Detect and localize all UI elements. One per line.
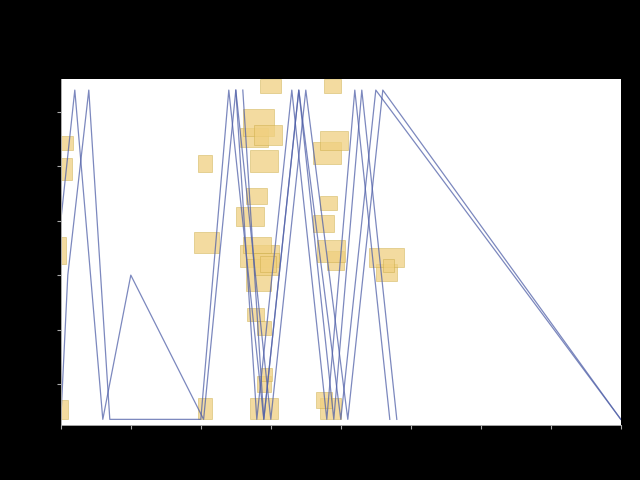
Bar: [260, 256, 276, 273]
Bar: [369, 248, 404, 267]
Bar: [257, 376, 271, 392]
Bar: [254, 253, 279, 275]
Bar: [257, 322, 271, 335]
Bar: [383, 259, 394, 273]
Bar: [320, 131, 348, 150]
Bar: [243, 237, 271, 253]
Bar: [240, 245, 279, 267]
Bar: [327, 251, 344, 270]
Bar: [376, 264, 397, 281]
Bar: [243, 109, 274, 136]
Bar: [198, 397, 212, 420]
Bar: [317, 240, 345, 262]
Bar: [260, 79, 280, 93]
X-axis label: Time (UTC) on 10/19/2016: Time (UTC) on 10/19/2016: [263, 449, 419, 462]
Bar: [198, 156, 212, 172]
Bar: [194, 231, 219, 253]
Bar: [261, 368, 272, 381]
Bar: [247, 308, 264, 322]
Bar: [246, 188, 267, 204]
Bar: [313, 142, 341, 164]
Bar: [250, 397, 278, 420]
Bar: [316, 392, 332, 408]
Bar: [240, 128, 268, 147]
Bar: [236, 207, 264, 226]
Bar: [320, 196, 337, 210]
Bar: [313, 215, 334, 231]
Bar: [254, 125, 282, 144]
Bar: [56, 237, 67, 264]
Bar: [246, 259, 271, 291]
Bar: [324, 79, 341, 93]
Bar: [320, 397, 341, 420]
Bar: [54, 136, 74, 150]
Y-axis label: Altitude (m agl): Altitude (m agl): [13, 205, 26, 299]
Bar: [56, 400, 68, 420]
Bar: [250, 150, 278, 172]
Bar: [58, 158, 72, 180]
